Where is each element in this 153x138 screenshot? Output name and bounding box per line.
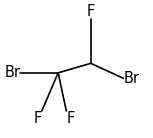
Text: Br: Br [4,65,20,80]
Text: F: F [87,4,95,18]
Text: F: F [34,111,42,126]
Text: F: F [66,111,75,126]
Text: Br: Br [123,71,139,86]
